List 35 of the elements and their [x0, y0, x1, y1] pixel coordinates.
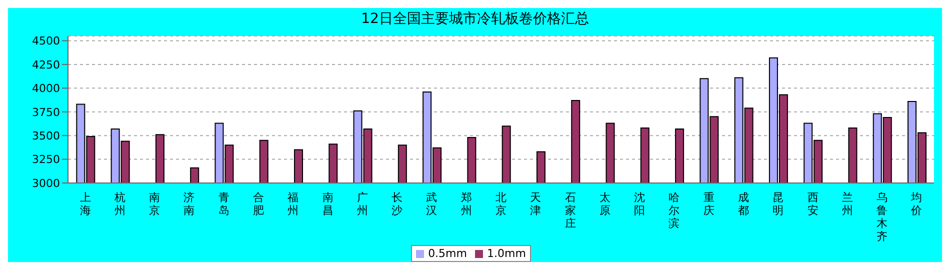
x-tick-label: 福州: [288, 191, 299, 217]
x-tick-label: 济南: [184, 191, 195, 217]
x-tick-label: 杭州: [113, 191, 126, 217]
x-tick-label: 天津: [530, 191, 542, 217]
x-tick-label: 上海: [80, 191, 91, 217]
y-tick-label: 4500: [32, 34, 60, 48]
x-tick-label: 武汉: [426, 191, 438, 217]
y-tick-label: 4250: [32, 58, 60, 72]
x-tick-label: 广州: [356, 191, 368, 217]
x-tick-label: 哈尔滨: [668, 191, 680, 230]
chart-title: 12日全国主要城市冷轧板卷价格汇总: [360, 10, 590, 29]
x-tick-label: 均价: [910, 191, 922, 217]
legend-label: 0.5mm: [427, 247, 467, 260]
x-tick-label: 青岛: [218, 191, 230, 217]
x-tick-label: 成都: [738, 191, 749, 217]
y-tick-label: 3250: [32, 153, 60, 166]
x-tick-label: 重庆: [703, 191, 714, 217]
x-tick-label: 西安: [807, 191, 818, 217]
x-tick-label: 合肥: [253, 191, 264, 217]
x-tick-label: 南昌: [322, 191, 334, 217]
x-tick-label: 南京: [149, 191, 160, 217]
x-tick-label: 兰州: [842, 191, 853, 217]
x-tick-label: 沈阳: [634, 191, 646, 217]
x-tick-label: 太原: [599, 191, 610, 217]
x-tick-label: 郑州: [460, 191, 472, 217]
x-tick-label: 长沙: [392, 191, 403, 217]
y-tick-label: 4000: [32, 82, 60, 96]
y-tick-label: 3500: [32, 129, 60, 142]
y-tick-label: 3000: [32, 176, 60, 190]
x-tick-label: 北京: [496, 191, 506, 217]
x-tick-label: 昆明: [772, 191, 784, 217]
y-tick-label: 3750: [32, 106, 60, 119]
legend-label: 1.0mm: [486, 247, 526, 260]
x-tick-label: 石家庄: [564, 191, 576, 230]
x-tick-label: 乌鲁木齐: [876, 191, 888, 243]
